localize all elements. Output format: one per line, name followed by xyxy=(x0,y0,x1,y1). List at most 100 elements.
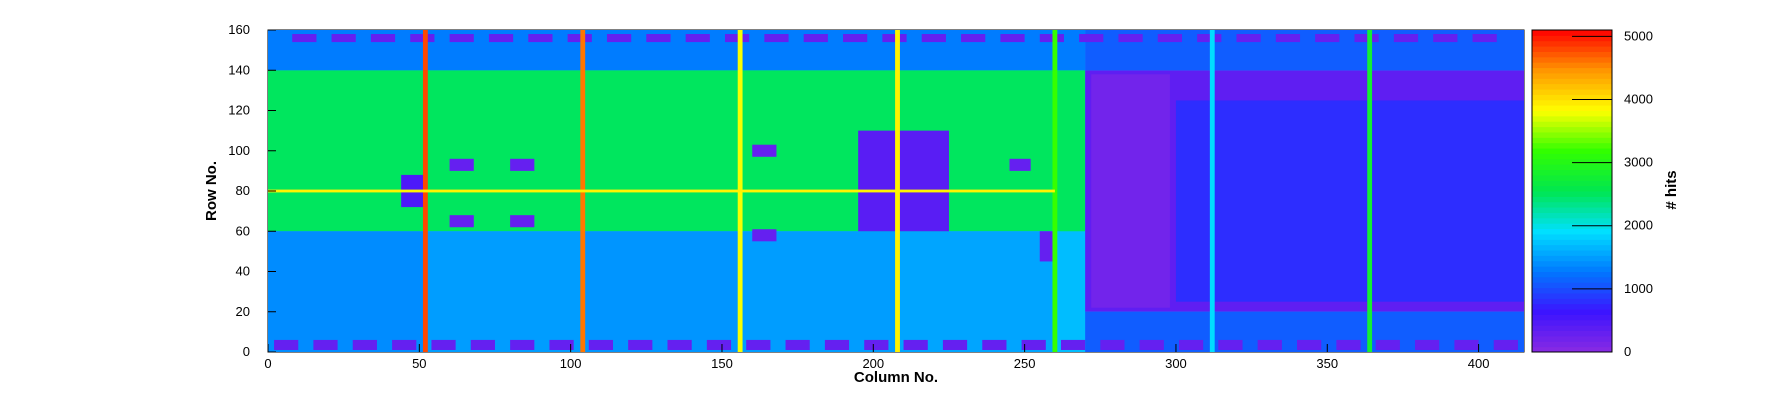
color-scale-band xyxy=(1532,217,1612,224)
heatmap-pad xyxy=(488,34,514,43)
heatmap-pad xyxy=(1118,34,1143,43)
heatmap-block xyxy=(1039,231,1055,262)
heatmap-pad xyxy=(274,339,299,350)
y-tick-label: 40 xyxy=(236,264,250,279)
heatmap-pad xyxy=(1275,34,1301,43)
heatmap-pad xyxy=(864,339,889,350)
heatmap-pad xyxy=(449,34,474,43)
x-tick-label: 50 xyxy=(412,356,426,371)
color-scale-title: # hits xyxy=(1663,170,1680,209)
color-scale-band xyxy=(1532,174,1612,181)
color-scale-band xyxy=(1532,56,1612,63)
color-scale-tick-label: 1000 xyxy=(1624,281,1653,296)
color-scale-band xyxy=(1532,105,1612,111)
x-tick-label: 350 xyxy=(1316,356,1338,371)
x-tick-label: 100 xyxy=(560,356,582,371)
color-scale-band xyxy=(1532,185,1612,192)
color-scale-tick-label: 2000 xyxy=(1624,218,1653,233)
heatmap-pad xyxy=(1178,339,1204,350)
color-scale-band xyxy=(1532,131,1612,138)
heatmap-pad xyxy=(606,34,632,43)
color-scale-band xyxy=(1532,158,1612,165)
color-scale-band xyxy=(1532,303,1612,310)
color-scale-band xyxy=(1532,325,1612,332)
heatmap-pad xyxy=(410,34,435,43)
color-scale-band xyxy=(1532,40,1612,47)
heatmap-pad xyxy=(1060,339,1086,350)
heatmap-pad xyxy=(1236,34,1261,43)
heatmap-pad xyxy=(1297,339,1322,350)
color-scale-band xyxy=(1532,319,1612,326)
x-tick-label: 400 xyxy=(1468,356,1490,371)
color-scale-band xyxy=(1532,99,1612,106)
color-scale: 0 1000 2000 3000 4000 5000 xyxy=(1531,28,1653,359)
heatmap-region xyxy=(425,231,583,352)
heatmap-pad xyxy=(961,34,986,43)
x-tick-label: 150 xyxy=(711,356,733,371)
heatmap-pad xyxy=(1079,34,1104,43)
heatmap-pad xyxy=(942,339,968,350)
color-scale-band xyxy=(1532,276,1612,283)
heatmap-pad xyxy=(549,339,574,350)
heatmap-pad xyxy=(567,34,592,43)
color-scale-band xyxy=(1532,228,1612,235)
color-scale-band xyxy=(1532,341,1612,348)
heatmap-region xyxy=(1175,100,1524,302)
heatmap-pad xyxy=(292,34,317,43)
color-scale-band xyxy=(1532,46,1612,52)
color-scale-tick-label: 4000 xyxy=(1624,91,1653,106)
heatmap-pad xyxy=(1415,339,1440,350)
color-scale-band xyxy=(1532,335,1612,342)
y-tick-label: 0 xyxy=(243,344,250,359)
heatmap-block xyxy=(449,158,474,171)
color-scale-band xyxy=(1532,298,1612,305)
heatmap-pad xyxy=(824,339,850,350)
heatmap-pad xyxy=(1433,34,1458,43)
heatmap-pad xyxy=(843,34,868,43)
heatmap-pad xyxy=(352,339,377,350)
heatmap-pad xyxy=(510,339,535,350)
color-scale-band xyxy=(1532,180,1612,187)
heatmap-pad xyxy=(313,339,338,350)
color-scale-axis: 0 1000 2000 3000 4000 5000 xyxy=(1572,28,1653,359)
y-tick-label: 100 xyxy=(228,143,250,158)
y-tick-label: 80 xyxy=(236,183,250,198)
color-scale-band xyxy=(1532,330,1612,337)
color-scale-band xyxy=(1532,239,1612,246)
color-scale-band xyxy=(1532,212,1612,219)
color-scale-band xyxy=(1532,201,1612,208)
color-scale-band xyxy=(1532,142,1612,149)
heatmap-pad xyxy=(392,339,417,350)
heatmap-region xyxy=(740,231,898,352)
heatmap-pad xyxy=(588,339,614,350)
heatmap-pad xyxy=(746,339,771,350)
color-scale-band xyxy=(1532,72,1612,79)
heatmap-hot-column xyxy=(1367,30,1373,352)
heatmap-pad xyxy=(982,339,1007,350)
heatmap-region xyxy=(268,70,1086,232)
heatmap-pad xyxy=(785,339,810,350)
y-tick-label: 140 xyxy=(228,62,250,77)
heatmap-region xyxy=(1085,30,1524,71)
heatmap-region xyxy=(1091,74,1170,308)
y-axis: 0 20 40 60 80 100 120 140 160 xyxy=(228,22,276,359)
color-scale-band xyxy=(1532,233,1612,240)
heatmap-pad xyxy=(667,339,692,350)
color-scale-band xyxy=(1532,153,1612,160)
color-scale-band xyxy=(1532,78,1612,85)
x-tick-label: 200 xyxy=(862,356,884,371)
heatmap-pad xyxy=(1336,339,1361,350)
heatmap-pad xyxy=(1375,339,1400,350)
color-scale-band xyxy=(1532,292,1612,299)
x-tick-label: 250 xyxy=(1014,356,1036,371)
heatmap-region xyxy=(897,231,1055,352)
heatmap-pad xyxy=(1393,34,1419,43)
heatmap-pad xyxy=(1021,339,1046,350)
color-scale-band xyxy=(1532,260,1612,267)
heatmap-pad xyxy=(882,34,907,43)
heatmap-pad xyxy=(1218,339,1243,350)
color-scale-band xyxy=(1532,110,1612,117)
color-scale-band xyxy=(1532,314,1612,321)
heatmap-block xyxy=(752,229,777,242)
